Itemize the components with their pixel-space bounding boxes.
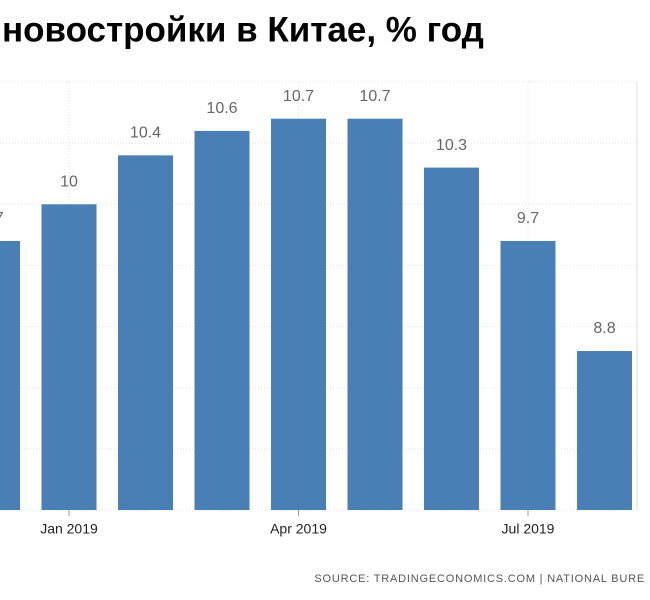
value-label: 10.4 xyxy=(130,125,161,142)
value-label: 9.7 xyxy=(0,210,4,227)
bar xyxy=(271,118,326,510)
x-tick-label: Apr 2019 xyxy=(270,521,327,537)
value-label: 10.3 xyxy=(436,137,467,154)
source: SOURCE: TRADINGECONOMICS.COM | NATIONAL … xyxy=(314,573,645,585)
value-label: 10.6 xyxy=(206,100,237,117)
bar xyxy=(577,351,632,510)
value-label: 10.7 xyxy=(359,88,390,105)
value-label: 10 xyxy=(60,174,78,191)
bar xyxy=(41,204,97,511)
bar xyxy=(118,155,173,510)
chart-title: новостройки в Китае, % год xyxy=(2,10,484,49)
bar xyxy=(500,240,556,510)
bar xyxy=(0,240,20,510)
x-tick-label: Jan 2019 xyxy=(40,521,98,537)
value-label: 10.7 xyxy=(283,88,314,105)
x-tick-label: Jul 2019 xyxy=(502,521,555,537)
bar xyxy=(424,167,479,510)
bar xyxy=(194,130,250,510)
value-label: 9.7 xyxy=(517,210,539,227)
value-label: 8.8 xyxy=(593,320,615,337)
bar xyxy=(347,118,403,510)
